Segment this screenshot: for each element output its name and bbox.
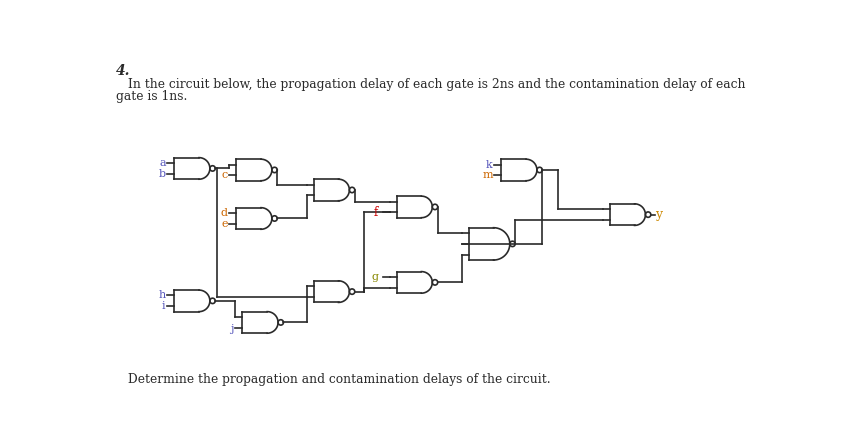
Text: i: i [162, 301, 165, 311]
Text: gate is 1ns.: gate is 1ns. [116, 90, 187, 103]
Text: j: j [231, 324, 234, 333]
Text: h: h [159, 291, 165, 300]
Text: y: y [656, 208, 662, 221]
Text: m: m [483, 170, 493, 180]
Text: g: g [371, 272, 378, 282]
Text: k: k [486, 160, 493, 170]
Text: f: f [374, 206, 378, 219]
Text: 4.: 4. [116, 64, 131, 78]
Text: e: e [221, 219, 227, 229]
Text: c: c [221, 170, 227, 180]
Text: a: a [159, 158, 165, 168]
Text: In the circuit below, the propagation delay of each gate is 2ns and the contamin: In the circuit below, the propagation de… [128, 78, 745, 90]
Text: d: d [220, 208, 227, 218]
Text: b: b [159, 169, 165, 179]
Text: Determine the propagation and contamination delays of the circuit.: Determine the propagation and contaminat… [128, 373, 550, 386]
